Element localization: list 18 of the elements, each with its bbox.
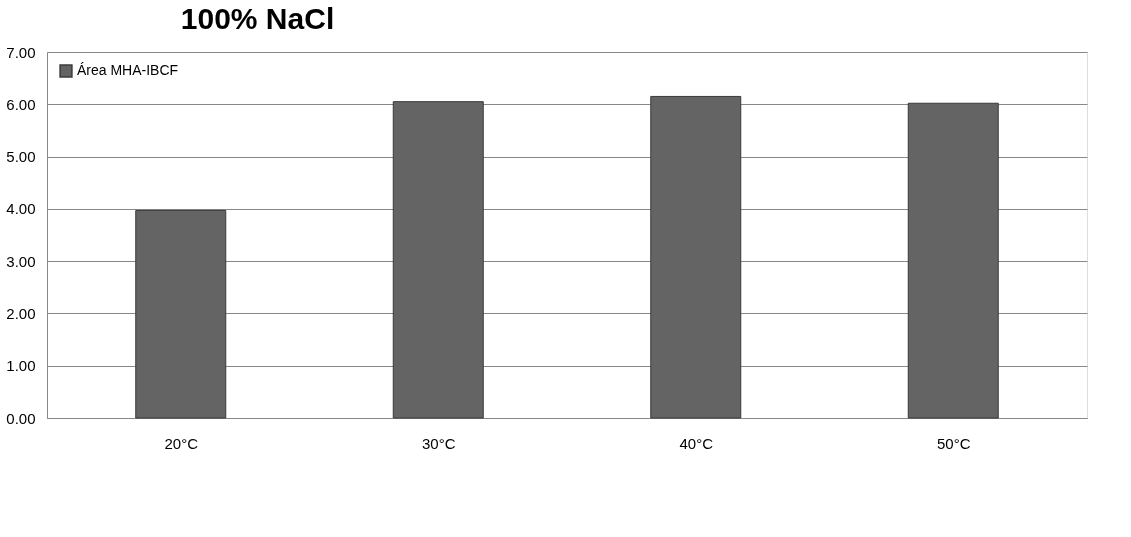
y-tick-label: 6.00	[6, 95, 36, 113]
y-tick-label: 5.00	[6, 148, 36, 166]
bar	[907, 102, 999, 419]
x-tick-label: 20°C	[164, 434, 199, 452]
bar	[135, 209, 227, 419]
y-tick-label: 2.00	[6, 304, 36, 322]
y-tick-label: 4.00	[6, 200, 36, 218]
y-tick-label: 0.00	[6, 409, 36, 427]
legend-label: Área MHA-IBCF	[77, 62, 179, 78]
bar	[392, 101, 484, 419]
y-tick-label: 1.00	[6, 357, 36, 375]
x-tick-label: 40°C	[679, 434, 714, 452]
x-tick-label: 30°C	[421, 434, 456, 452]
bar	[650, 95, 742, 419]
chart-title: 100% NaCl	[180, 2, 335, 35]
x-tick-label: 50°C	[936, 434, 971, 452]
y-tick-label: 7.00	[6, 43, 36, 61]
y-tick-label: 3.00	[6, 252, 36, 270]
